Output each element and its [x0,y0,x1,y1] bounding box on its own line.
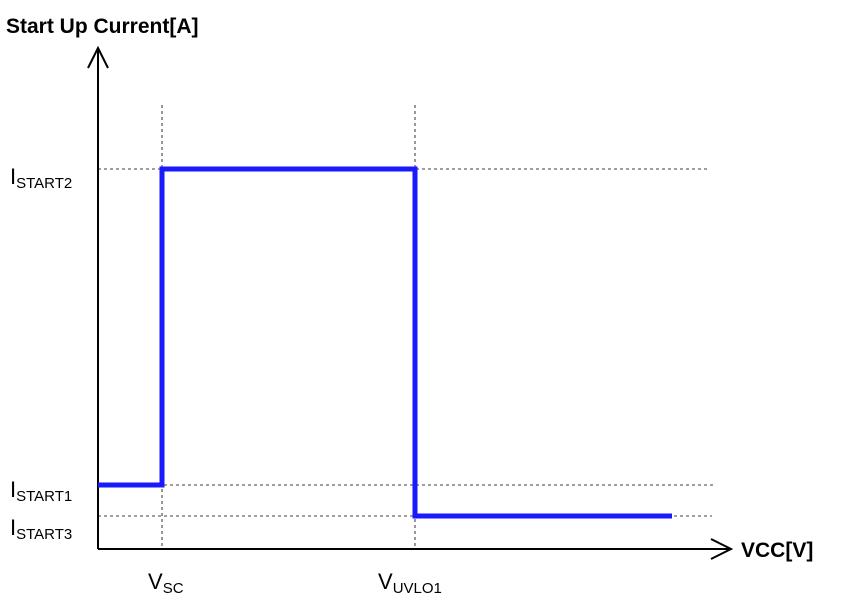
y-axis-arrow [87,45,109,69]
y-axis-label: Start Up Current[A] [6,15,199,38]
y-tick-i-start1: ISTART1 [10,477,72,505]
x-tick-v-uvlo1: VUVLO1 [378,569,442,597]
x-tick-v-sc: VSC [148,569,184,597]
x-axis-arrow [710,538,734,560]
y-tick-i-start2: ISTART2 [10,164,72,192]
startup-current-line [98,166,672,519]
x-axis-label: VCC[V] [741,539,813,562]
y-tick-i-start3: ISTART3 [10,515,72,543]
